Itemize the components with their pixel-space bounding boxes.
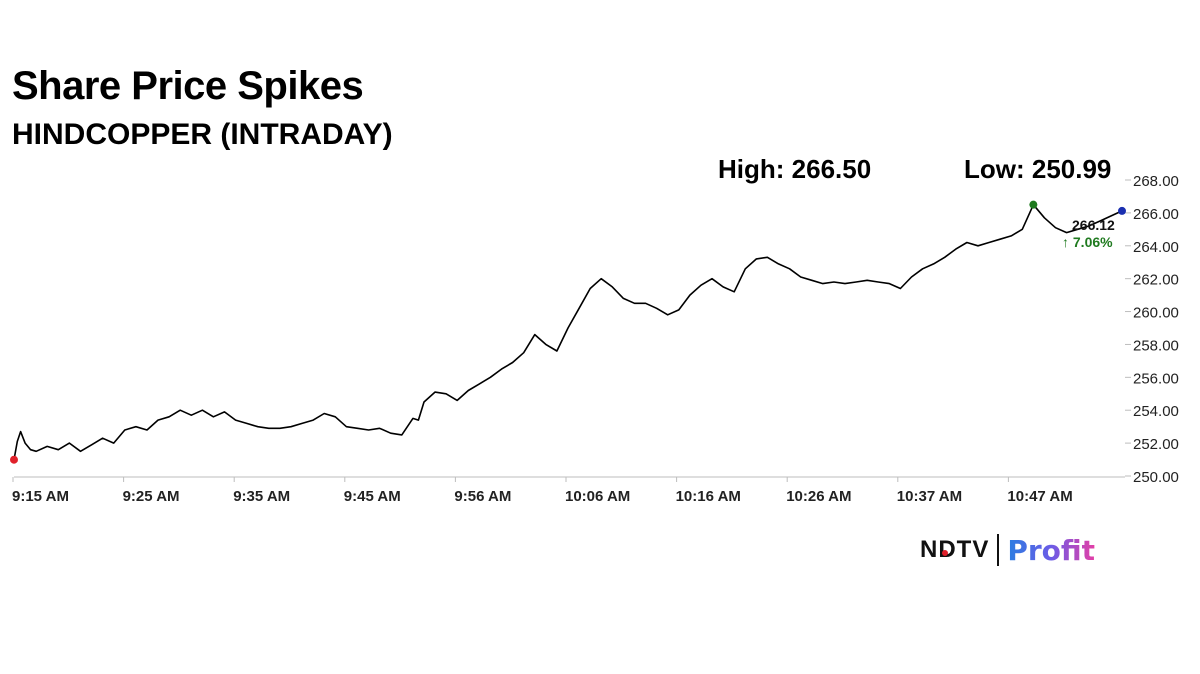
high-price-marker [1029, 200, 1038, 209]
y-tick-label: 256.00 [1133, 370, 1179, 387]
x-tick-label: 9:56 AM [454, 488, 511, 505]
last-price-marker [1118, 206, 1126, 215]
y-tick-label: 266.00 [1133, 206, 1179, 223]
x-tick-label: 10:16 AM [676, 488, 741, 505]
x-tick-label: 10:06 AM [565, 488, 630, 505]
low-price-label: Low: 250.99 [964, 154, 1112, 184]
chart-subtitle: HINDCOPPER (INTRADAY) [12, 118, 393, 151]
x-tick-label: 9:25 AM [123, 488, 180, 505]
logo-ndtv-text: NDTV [920, 536, 990, 563]
open-price-marker [10, 455, 18, 464]
x-tick-label: 10:37 AM [897, 488, 962, 505]
logo-profit-text: Profit [1007, 533, 1096, 567]
y-tick-label: 268.00 [1133, 173, 1179, 190]
chart-title: Share Price Spikes [12, 64, 364, 108]
price-series-line [13, 203, 1123, 460]
x-tick-label: 10:26 AM [786, 488, 851, 505]
ndtv-profit-logo: NDTV Profit [920, 530, 1095, 570]
y-tick-label: 260.00 [1133, 305, 1179, 322]
logo-separator [997, 534, 1000, 566]
price-change-label: ↑ 7.06% [1062, 234, 1113, 250]
last-price-label: 266.12 [1072, 217, 1115, 233]
y-tick-label: 262.00 [1133, 272, 1179, 289]
y-tick-label: 250.00 [1133, 469, 1179, 486]
y-tick-label: 258.00 [1133, 337, 1179, 354]
high-price-label: High: 266.50 [718, 154, 872, 184]
x-tick-label: 9:15 AM [12, 488, 69, 505]
logo-dot-icon [942, 550, 948, 556]
x-tick-label: 9:35 AM [233, 488, 290, 505]
y-tick-label: 252.00 [1133, 436, 1179, 453]
y-tick-label: 264.00 [1133, 239, 1179, 256]
x-tick-label: 10:47 AM [1007, 488, 1072, 505]
y-tick-label: 254.00 [1133, 403, 1179, 420]
x-tick-label: 9:45 AM [344, 488, 401, 505]
